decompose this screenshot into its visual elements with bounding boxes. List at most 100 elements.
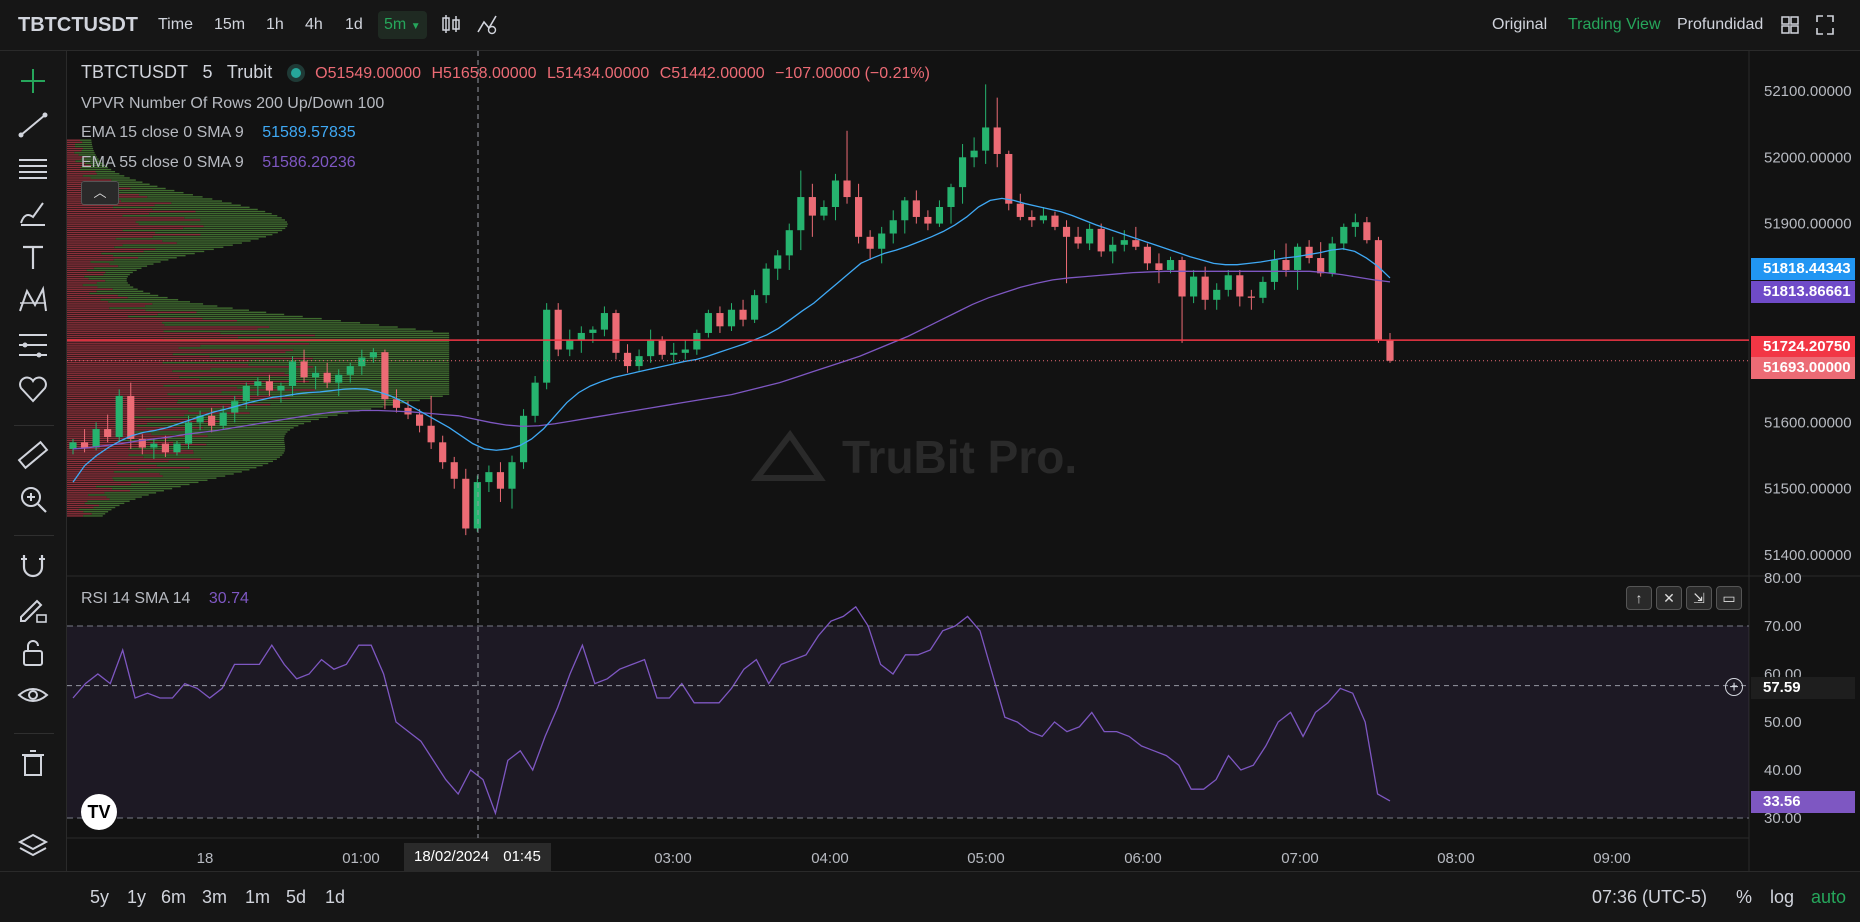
layout-grid-icon[interactable]: [1780, 0, 1800, 50]
chart-canvas[interactable]: TruBit Pro. 51400.00000 51500.00000 51600.0…: [67, 51, 1860, 871]
brush-icon[interactable]: [15, 195, 51, 231]
indicators-icon[interactable]: [476, 0, 498, 50]
vpvr-row-up: [97, 286, 134, 288]
vpvr-row-up: [149, 481, 199, 484]
legend-change: −107.00000 (−0.21%): [775, 65, 930, 82]
timeframe-1d[interactable]: 1d: [345, 16, 363, 33]
range-1y[interactable]: 1y: [127, 887, 147, 907]
legend-rsi[interactable]: RSI 14 SMA 14 30.74: [81, 590, 249, 608]
lock-icon[interactable]: [15, 635, 51, 671]
vpvr-row-up: [183, 227, 286, 230]
vpvr-row-up: [109, 498, 136, 500]
add-alert-icon[interactable]: +: [1725, 678, 1743, 696]
candle-body: [912, 200, 920, 217]
text-tool-icon[interactable]: [15, 239, 51, 275]
time-tick-label: 18: [197, 850, 214, 867]
close-pane-button[interactable]: ✕: [1656, 586, 1682, 610]
tradingview-logo[interactable]: TV: [81, 794, 117, 830]
trash-icon[interactable]: [15, 745, 51, 781]
vpvr-row-up: [79, 168, 112, 171]
vpvr-row-down: [67, 382, 261, 385]
vpvr-row-down: [67, 445, 147, 448]
legend-vpvr[interactable]: VPVR Number Of Rows 200 Up/Down 100: [81, 95, 385, 112]
vpvr-row-down: [67, 364, 249, 366]
timeframe-15m[interactable]: 15m: [214, 16, 246, 33]
percent-scale-toggle[interactable]: %: [1736, 887, 1753, 907]
vpvr-row-down: [67, 206, 114, 209]
lock-drawing-icon[interactable]: [15, 591, 51, 627]
vpvr-row-down: [67, 288, 113, 290]
vpvr-row-up: [136, 424, 299, 427]
log-scale-toggle[interactable]: log: [1770, 887, 1795, 907]
candle-style-icon[interactable]: [441, 0, 461, 50]
vpvr-row-down: [67, 248, 156, 251]
range-3m[interactable]: 3m: [202, 887, 228, 907]
range-5d[interactable]: 5d: [286, 887, 307, 907]
maximize-pane-button[interactable]: ▭: [1716, 586, 1742, 610]
vpvr-row-up: [206, 443, 285, 446]
rsi-band: [67, 626, 1749, 818]
vpvr-row-down: [67, 322, 163, 324]
move-up-button[interactable]: ↑: [1626, 586, 1652, 610]
vpvr-row-up: [162, 475, 226, 477]
range-5y[interactable]: 5y: [90, 887, 110, 907]
symbol-title[interactable]: TBTCTUSDT: [18, 14, 138, 36]
candle-body: [115, 395, 123, 438]
crosshair-icon[interactable]: [15, 63, 51, 99]
vpvr-row-down: [67, 397, 291, 400]
candle-body: [439, 442, 447, 463]
fullscreen-icon[interactable]: [1815, 0, 1835, 50]
vpvr-row-up: [91, 164, 105, 167]
arrow-up-icon: ↑: [1635, 590, 1643, 606]
vpvr-row-up: [108, 301, 191, 303]
vpvr-row-down: [67, 385, 164, 387]
heart-icon[interactable]: [15, 371, 51, 407]
vpvr-row-down: [67, 422, 147, 425]
candle-body: [1340, 226, 1348, 244]
ruler-icon[interactable]: [15, 437, 51, 473]
trend-line-icon[interactable]: [15, 107, 51, 143]
timeframe-4h[interactable]: 4h: [305, 16, 323, 33]
vpvr-row-up: [107, 189, 175, 192]
view-trading-view[interactable]: Trading View: [1568, 16, 1661, 33]
range-6m[interactable]: 6m: [161, 887, 187, 907]
vpvr-row-down: [67, 448, 129, 450]
magnet-icon[interactable]: [15, 547, 51, 583]
legend-dot[interactable]: [290, 68, 301, 78]
vpvr-row-up: [113, 479, 208, 481]
time-button[interactable]: Time: [158, 16, 193, 33]
legend-main: TBTCTUSDT 5 Trubit O51549.00000 H51658.0…: [81, 62, 930, 83]
candle-body: [184, 422, 193, 444]
legend-ema15[interactable]: EMA 15 close 0 SMA 9 51589.57835: [81, 124, 356, 142]
vpvr-row-down: [67, 217, 185, 219]
fib-icon[interactable]: [15, 327, 51, 363]
view-depth[interactable]: Profundidad: [1677, 16, 1764, 33]
candle-body: [1351, 222, 1359, 227]
vpvr-row-down: [67, 469, 139, 471]
vpvr-row-up: [145, 408, 372, 410]
vpvr-row-up: [95, 170, 116, 173]
price-tick-label: 51900.00000: [1764, 216, 1852, 233]
collapse-pane-button[interactable]: ⇲: [1686, 586, 1712, 610]
zoom-icon[interactable]: [15, 481, 51, 517]
timeframe-1h[interactable]: 1h: [266, 16, 284, 33]
vpvr-row-down: [67, 282, 97, 284]
view-original[interactable]: Original: [1492, 16, 1548, 33]
legend-ema55-value: 51586.20236: [262, 154, 356, 171]
legend-ema55[interactable]: EMA 55 close 0 SMA 9 51586.20236: [81, 154, 356, 172]
auto-scale-toggle[interactable]: auto: [1811, 887, 1847, 907]
candle-body: [566, 339, 574, 350]
timezone-clock[interactable]: 07:36 (UTC-5): [1592, 887, 1708, 907]
range-1d[interactable]: 1d: [325, 887, 346, 907]
collapse-legend-button[interactable]: ︿: [81, 181, 119, 205]
horizontal-lines-icon[interactable]: [15, 151, 51, 187]
layers-icon[interactable]: [15, 829, 51, 865]
vpvr-row-down: [67, 443, 207, 446]
pattern-icon[interactable]: [15, 283, 51, 319]
timeframe-selected[interactable]: 5m ▼: [378, 11, 427, 39]
vpvr-row-up: [177, 399, 420, 402]
range-1m[interactable]: 1m: [245, 887, 271, 907]
vpvr-row-down: [67, 212, 150, 215]
eye-icon[interactable]: [15, 679, 51, 715]
vpvr-row-up: [122, 244, 233, 246]
